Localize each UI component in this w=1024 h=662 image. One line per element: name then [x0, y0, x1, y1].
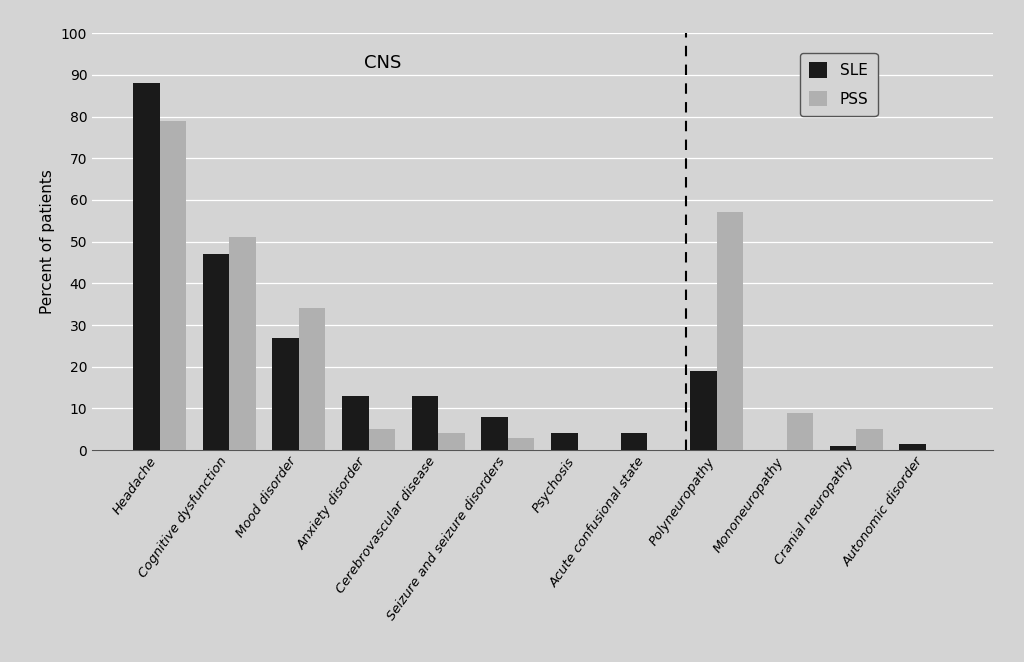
Bar	[829, 446, 856, 450]
Bar	[203, 254, 229, 450]
Bar	[272, 338, 299, 450]
Bar	[133, 83, 160, 450]
Bar	[786, 412, 813, 450]
Legend: SLE, PSS: SLE, PSS	[800, 53, 878, 116]
Bar	[229, 238, 256, 450]
Bar	[369, 429, 395, 450]
Bar	[690, 371, 717, 450]
Bar	[508, 438, 535, 450]
Text: PNS: PNS	[831, 54, 867, 72]
Bar	[717, 213, 743, 450]
Bar	[621, 434, 647, 450]
Bar	[551, 434, 578, 450]
Bar	[412, 396, 438, 450]
Bar	[481, 417, 508, 450]
Bar	[899, 444, 926, 450]
Bar	[160, 120, 186, 450]
Text: CNS: CNS	[364, 54, 401, 72]
Bar	[299, 308, 326, 450]
Y-axis label: Percent of patients: Percent of patients	[40, 169, 55, 314]
Bar	[342, 396, 369, 450]
Bar	[856, 429, 883, 450]
Bar	[438, 434, 465, 450]
